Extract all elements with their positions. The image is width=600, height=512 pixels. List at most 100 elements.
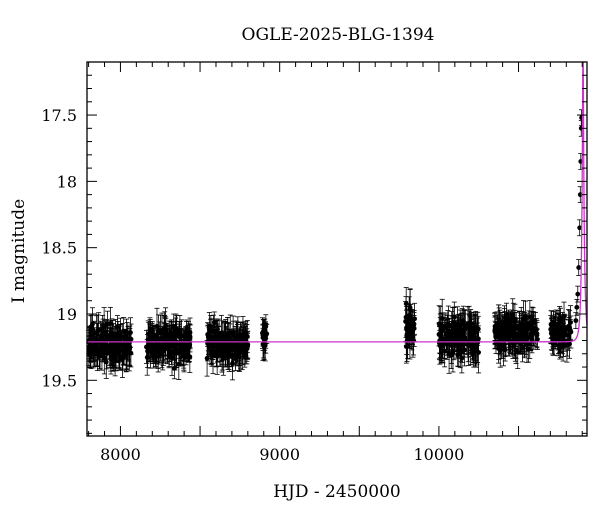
data-point — [575, 285, 581, 303]
data-marker — [574, 304, 580, 310]
data-point — [90, 321, 96, 354]
data-point — [178, 328, 184, 367]
data-point — [548, 310, 554, 339]
data-marker — [228, 345, 234, 350]
data-marker — [411, 326, 417, 331]
plot-frame — [86, 61, 588, 437]
y-tick-label: 19 — [57, 305, 77, 324]
data-point — [462, 309, 468, 345]
data-marker — [103, 359, 109, 365]
data-point — [115, 320, 121, 350]
data-marker — [232, 335, 238, 341]
y-tick-label: 17.5 — [41, 106, 77, 125]
data-marker — [98, 335, 104, 341]
data-marker — [117, 343, 123, 349]
data-point — [502, 315, 508, 345]
data-marker — [517, 328, 522, 333]
x-axis: 8000 9000 10000 — [88, 62, 583, 464]
data-marker — [405, 343, 411, 349]
x-tick-label: 8000 — [100, 445, 141, 464]
data-point — [520, 331, 526, 363]
data-point — [187, 330, 193, 359]
data-marker — [465, 321, 471, 327]
chart-title: OGLE-2025-BLG-1394 — [242, 25, 435, 45]
x-axis-label: HJD - 2450000 — [273, 482, 401, 502]
data-point — [521, 314, 527, 344]
data-marker — [555, 331, 561, 336]
data-marker — [242, 353, 248, 359]
data-point — [442, 335, 448, 368]
data-point — [561, 301, 567, 332]
data-marker — [521, 316, 526, 322]
data-point — [568, 305, 574, 340]
data-point — [576, 259, 582, 276]
data-marker — [115, 332, 121, 338]
data-point — [152, 334, 158, 367]
y-tick-label: 18.5 — [41, 239, 77, 258]
data-marker — [204, 355, 210, 361]
data-point — [232, 326, 238, 350]
data-marker — [174, 350, 180, 356]
data-marker — [439, 328, 445, 334]
data-marker — [510, 332, 516, 338]
data-marker — [91, 335, 96, 340]
data-marker — [567, 324, 572, 330]
data-point — [159, 333, 165, 357]
data-marker — [162, 330, 167, 335]
data-marker — [168, 329, 174, 335]
data-marker — [404, 338, 410, 344]
data-point — [107, 320, 113, 350]
data-marker — [144, 344, 149, 350]
data-points — [86, 109, 585, 381]
data-point — [503, 317, 509, 357]
plot-area: 8000 9000 10000 17.5 18 18.5 19 19.5 — [41, 61, 588, 464]
data-marker — [145, 337, 151, 343]
data-marker — [187, 342, 193, 348]
data-marker — [534, 332, 540, 338]
data-point — [165, 331, 171, 360]
data-marker — [218, 345, 224, 351]
data-marker — [101, 355, 107, 361]
data-point — [145, 320, 151, 359]
data-point — [451, 307, 457, 341]
data-marker — [462, 324, 468, 330]
data-point — [181, 343, 187, 369]
data-point — [518, 332, 524, 355]
data-marker — [457, 351, 463, 357]
data-marker — [576, 265, 582, 270]
data-marker — [549, 331, 555, 337]
data-marker — [437, 333, 443, 338]
data-marker — [577, 225, 583, 231]
data-marker — [237, 345, 243, 351]
data-point — [124, 333, 130, 370]
data-marker — [575, 291, 581, 297]
data-marker — [442, 348, 448, 354]
data-point — [235, 316, 241, 355]
data-point — [555, 316, 561, 351]
data-point — [515, 335, 521, 370]
data-marker — [508, 328, 514, 334]
data-point — [508, 309, 514, 333]
data-marker — [159, 342, 165, 348]
data-marker — [211, 319, 217, 325]
x-tick-label: 10000 — [413, 445, 464, 464]
data-marker — [573, 318, 579, 324]
y-tick-label: 18 — [57, 172, 77, 191]
data-point — [404, 305, 410, 331]
data-marker — [211, 344, 216, 350]
data-marker — [152, 342, 157, 348]
data-marker — [502, 327, 508, 333]
data-point — [533, 318, 539, 343]
data-point — [108, 337, 114, 375]
data-marker — [467, 326, 473, 331]
data-point — [157, 321, 163, 358]
data-marker — [512, 340, 518, 346]
data-point — [208, 319, 214, 355]
data-marker — [219, 351, 225, 357]
data-marker — [451, 321, 457, 327]
data-point — [174, 337, 180, 368]
x-tick-label: 9000 — [259, 445, 300, 464]
data-marker — [471, 328, 477, 334]
data-marker — [108, 332, 113, 338]
data-point — [98, 320, 104, 356]
